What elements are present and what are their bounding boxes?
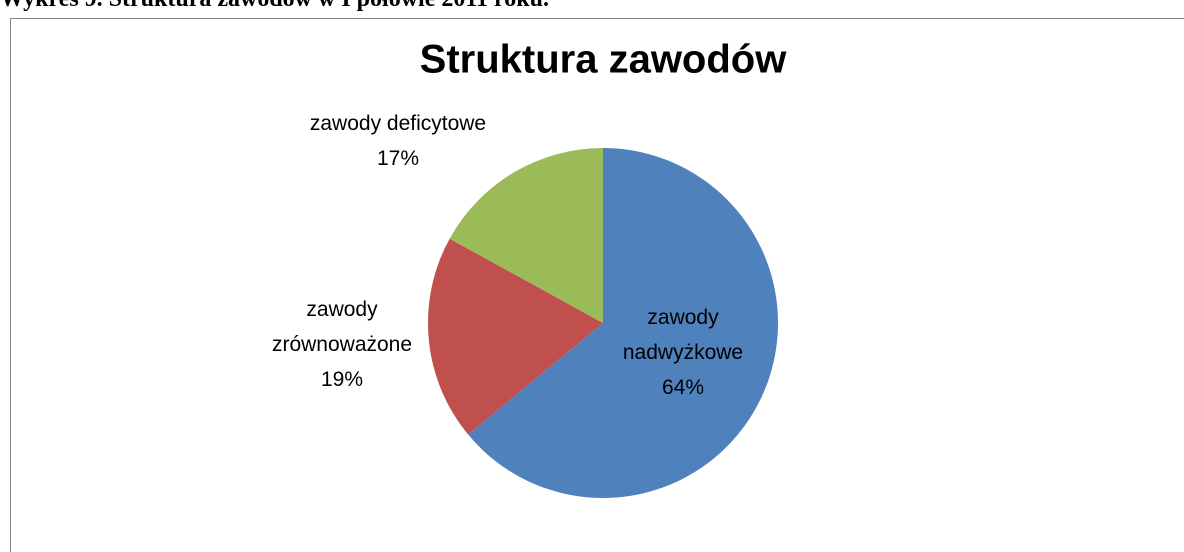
category-label: zawody deficytowe bbox=[309, 112, 487, 135]
value-label: 19% bbox=[320, 368, 364, 391]
pie-slice bbox=[428, 238, 603, 435]
chart-title: Struktura zawodów bbox=[420, 38, 788, 82]
category-label: zawody zrównoważone bbox=[271, 298, 413, 356]
value-label: 17% bbox=[376, 147, 420, 170]
caption: Wykres 9. Struktura zawodów w I połowie … bbox=[0, 0, 549, 13]
value-label: 64% bbox=[661, 376, 705, 399]
pie-slice bbox=[449, 148, 603, 323]
slice-label: zawody nadwyżkowe 64% bbox=[608, 300, 758, 405]
slice-label: zawody deficytowe 17% bbox=[268, 106, 528, 176]
slice-label: zawody zrównoważone 19% bbox=[267, 292, 417, 397]
pie-slice bbox=[468, 148, 778, 499]
category-label: zawody nadwyżkowe bbox=[622, 306, 744, 364]
